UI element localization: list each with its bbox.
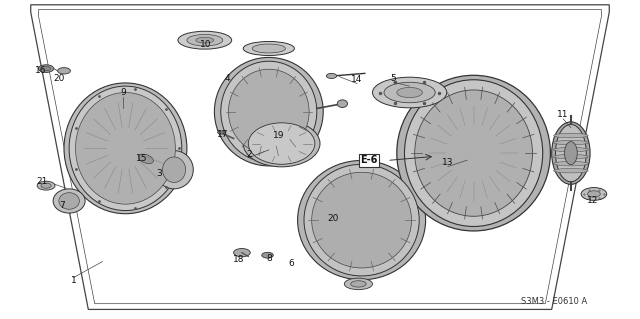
Circle shape <box>38 65 54 72</box>
Ellipse shape <box>221 61 317 162</box>
Text: 7: 7 <box>60 201 65 210</box>
Ellipse shape <box>138 154 154 164</box>
Circle shape <box>218 131 224 134</box>
Ellipse shape <box>404 80 543 226</box>
Text: 19: 19 <box>273 131 284 140</box>
Text: 5: 5 <box>391 74 396 83</box>
Text: 8: 8 <box>266 254 271 263</box>
Ellipse shape <box>243 120 320 167</box>
Ellipse shape <box>556 124 586 182</box>
Ellipse shape <box>163 157 186 182</box>
Ellipse shape <box>304 164 419 276</box>
Circle shape <box>41 183 51 188</box>
Ellipse shape <box>397 87 422 98</box>
Ellipse shape <box>552 122 590 184</box>
Ellipse shape <box>228 69 309 154</box>
Text: 6: 6 <box>289 259 294 268</box>
Circle shape <box>326 73 337 78</box>
Ellipse shape <box>178 31 232 49</box>
Ellipse shape <box>132 151 159 167</box>
Ellipse shape <box>187 34 223 46</box>
Ellipse shape <box>196 37 214 43</box>
Ellipse shape <box>252 44 285 53</box>
Ellipse shape <box>337 100 348 108</box>
Text: 21: 21 <box>36 177 47 186</box>
Ellipse shape <box>554 140 588 145</box>
Text: 12: 12 <box>587 197 598 205</box>
Text: 16: 16 <box>35 66 46 75</box>
Ellipse shape <box>155 151 193 189</box>
Ellipse shape <box>76 93 175 204</box>
Ellipse shape <box>248 123 315 164</box>
Ellipse shape <box>53 189 85 213</box>
Ellipse shape <box>69 86 182 211</box>
Ellipse shape <box>312 172 412 268</box>
Text: 14: 14 <box>351 75 363 84</box>
Ellipse shape <box>415 90 532 216</box>
Ellipse shape <box>554 133 588 138</box>
Ellipse shape <box>554 168 588 173</box>
Circle shape <box>58 68 70 74</box>
Text: 4: 4 <box>225 74 230 83</box>
Text: 18: 18 <box>233 255 244 263</box>
Text: 1: 1 <box>71 276 76 285</box>
Circle shape <box>588 191 600 197</box>
Text: S3M3 - E0610 A: S3M3 - E0610 A <box>521 297 588 306</box>
Ellipse shape <box>298 160 426 280</box>
Ellipse shape <box>384 82 435 103</box>
Ellipse shape <box>564 142 577 165</box>
Circle shape <box>262 252 273 258</box>
Ellipse shape <box>344 278 372 290</box>
Circle shape <box>42 66 51 71</box>
Text: 15: 15 <box>136 154 148 163</box>
Text: 20: 20 <box>327 214 339 223</box>
Text: 20: 20 <box>53 74 65 83</box>
Ellipse shape <box>397 75 550 231</box>
Ellipse shape <box>59 193 79 209</box>
Circle shape <box>581 188 607 200</box>
Ellipse shape <box>372 77 447 108</box>
Text: 10: 10 <box>200 40 212 49</box>
Ellipse shape <box>554 154 588 159</box>
Circle shape <box>234 249 250 257</box>
Text: 17: 17 <box>217 130 228 139</box>
Ellipse shape <box>554 147 588 152</box>
Text: 3: 3 <box>156 169 161 178</box>
Ellipse shape <box>64 83 187 214</box>
Text: E-6: E-6 <box>360 155 378 166</box>
Ellipse shape <box>214 57 323 166</box>
Text: 13: 13 <box>442 158 454 167</box>
Ellipse shape <box>554 161 588 166</box>
Text: 11: 11 <box>557 110 569 119</box>
Text: 2: 2 <box>247 150 252 159</box>
Circle shape <box>37 181 55 190</box>
Ellipse shape <box>243 41 294 56</box>
Text: 9: 9 <box>120 88 125 97</box>
Ellipse shape <box>351 281 366 287</box>
